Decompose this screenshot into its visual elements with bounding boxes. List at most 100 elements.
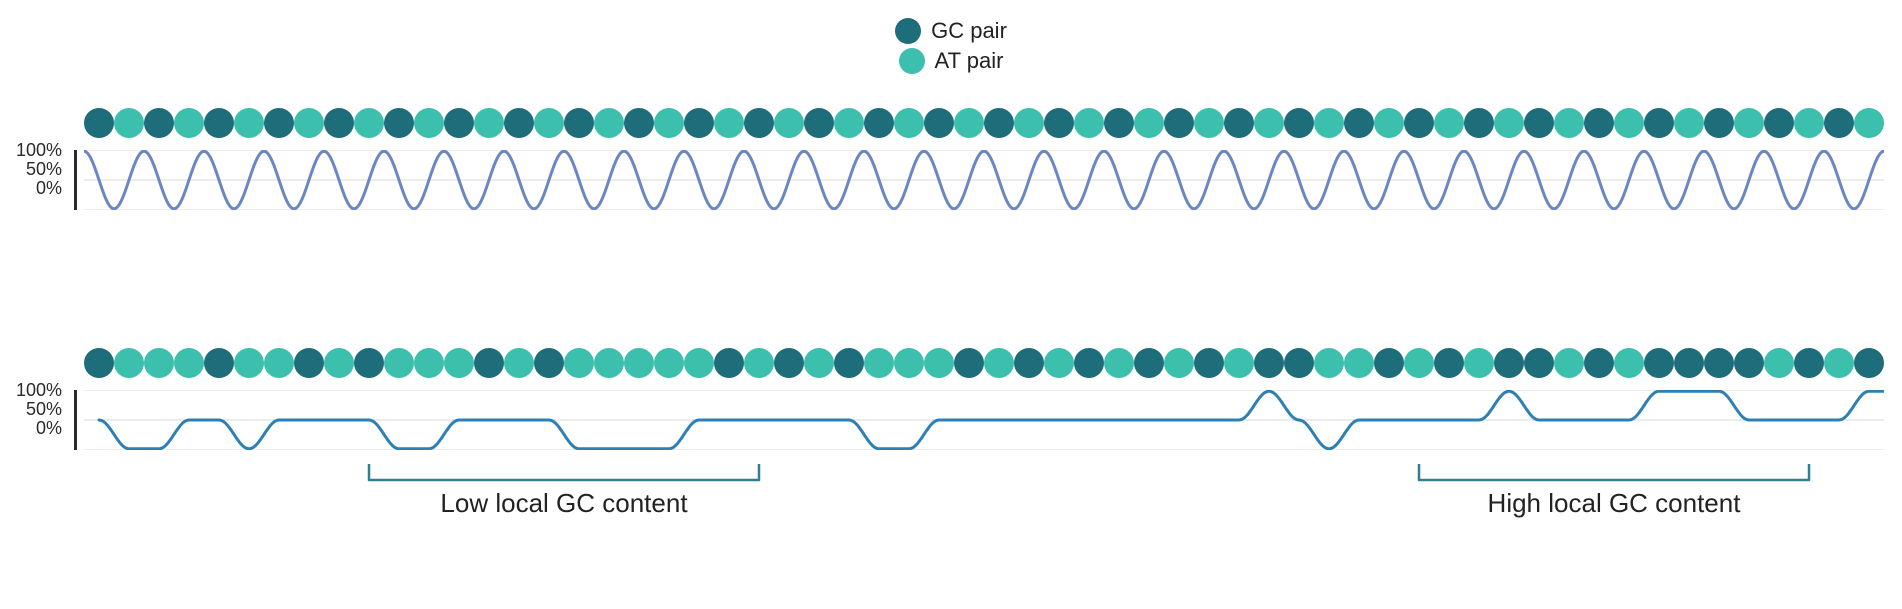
gc-pair-dot xyxy=(1404,108,1434,138)
gc-pair-dot xyxy=(1224,108,1254,138)
at-pair-dot xyxy=(1194,108,1224,138)
at-pair-dot xyxy=(1614,108,1644,138)
gc-pair-dot xyxy=(534,348,564,378)
gc-pair-dot xyxy=(1434,348,1464,378)
gc-pair-dot xyxy=(1374,348,1404,378)
at-pair-dot xyxy=(294,108,324,138)
at-pair-dot xyxy=(234,108,264,138)
gc-pair-dot xyxy=(444,108,474,138)
gc-pair-dot xyxy=(714,348,744,378)
at-pair-dot xyxy=(804,348,834,378)
gc-pair-dot xyxy=(834,348,864,378)
at-pair-dot xyxy=(1104,348,1134,378)
at-pair-dot xyxy=(1434,108,1464,138)
gc-pair-dot xyxy=(504,108,534,138)
at-pair-dot xyxy=(144,348,174,378)
gc-pair-dot xyxy=(84,108,114,138)
at-pair-dot xyxy=(1314,108,1344,138)
gc-pair-dot xyxy=(1464,108,1494,138)
at-pair-dot xyxy=(654,348,684,378)
gc-pair-dot xyxy=(1584,108,1614,138)
gc-pair-dot xyxy=(1164,108,1194,138)
gc-pair-dot xyxy=(294,348,324,378)
at-pair-dot xyxy=(1044,348,1074,378)
at-pair-dot xyxy=(744,348,774,378)
gc-pair-dot xyxy=(1134,348,1164,378)
gc-pair-dot xyxy=(1494,348,1524,378)
at-pair-dot xyxy=(594,348,624,378)
gc-pair-dot xyxy=(384,108,414,138)
at-pair-dot xyxy=(1614,348,1644,378)
gc-pair-dot xyxy=(264,108,294,138)
at-pair-dot xyxy=(954,108,984,138)
gc-pair-dot xyxy=(204,108,234,138)
at-pair-dot xyxy=(894,108,924,138)
at-pair-dot xyxy=(1554,348,1584,378)
at-pair-dot xyxy=(864,348,894,378)
gc-pair-dot xyxy=(1734,348,1764,378)
gc-region-annotation: Low local GC content xyxy=(364,488,764,519)
gc-pair-dot xyxy=(1854,348,1884,378)
legend-dot-at xyxy=(899,48,925,74)
gc-pair-dot xyxy=(1104,108,1134,138)
gc-pair-dot xyxy=(954,348,984,378)
gc-pair-dot xyxy=(144,108,174,138)
bp-dot-row-bottom xyxy=(84,348,1884,378)
gc-pair-dot xyxy=(924,108,954,138)
at-pair-dot xyxy=(1734,108,1764,138)
gc-region-annotation: High local GC content xyxy=(1414,488,1814,519)
gc-pair-dot xyxy=(1674,348,1704,378)
gc-pair-dot xyxy=(1704,108,1734,138)
at-pair-dot xyxy=(1494,108,1524,138)
legend-label-gc: GC pair xyxy=(931,18,1007,44)
at-pair-dot xyxy=(1764,348,1794,378)
y-axis-labels-bottom: 100%50%0% xyxy=(2,381,62,438)
axis-tick-label: 100% xyxy=(2,141,62,160)
gc-pair-dot xyxy=(1284,108,1314,138)
gc-pair-dot xyxy=(864,108,894,138)
at-pair-dot xyxy=(1674,108,1704,138)
gc-pair-dot xyxy=(1794,348,1824,378)
figure-stage: GC pair AT pair 100%50%0% 100%50%0% Low … xyxy=(0,0,1902,609)
at-pair-dot xyxy=(534,108,564,138)
gc-pair-dot xyxy=(1074,348,1104,378)
gc-pair-dot xyxy=(1524,348,1554,378)
gc-pair-dot xyxy=(324,108,354,138)
legend: GC pair AT pair xyxy=(0,18,1902,74)
at-pair-dot xyxy=(1824,348,1854,378)
at-pair-dot xyxy=(894,348,924,378)
gc-pair-dot xyxy=(774,348,804,378)
at-pair-dot xyxy=(384,348,414,378)
gc-content-chart-bottom xyxy=(84,390,1884,450)
legend-dot-gc xyxy=(895,18,921,44)
at-pair-dot xyxy=(414,348,444,378)
at-pair-dot xyxy=(114,348,144,378)
gc-pair-dot xyxy=(624,108,654,138)
gc-pair-dot xyxy=(1644,348,1674,378)
at-pair-dot xyxy=(174,108,204,138)
at-pair-dot xyxy=(474,108,504,138)
gc-pair-dot xyxy=(1254,348,1284,378)
gc-pair-dot xyxy=(1644,108,1674,138)
y-axis-labels-top: 100%50%0% xyxy=(2,141,62,198)
at-pair-dot xyxy=(1464,348,1494,378)
at-pair-dot xyxy=(1794,108,1824,138)
legend-label-at: AT pair xyxy=(935,48,1004,74)
at-pair-dot xyxy=(564,348,594,378)
at-pair-dot xyxy=(1254,108,1284,138)
legend-item-at: AT pair xyxy=(899,48,1004,74)
gc-pair-dot xyxy=(1704,348,1734,378)
y-axis-line-bottom xyxy=(74,390,77,450)
axis-tick-label: 0% xyxy=(2,419,62,438)
gc-content-chart-top xyxy=(84,150,1884,210)
gc-pair-dot xyxy=(1284,348,1314,378)
gc-pair-dot xyxy=(1524,108,1554,138)
at-pair-dot xyxy=(654,108,684,138)
at-pair-dot xyxy=(264,348,294,378)
axis-tick-label: 0% xyxy=(2,179,62,198)
at-pair-dot xyxy=(714,108,744,138)
at-pair-dot xyxy=(1314,348,1344,378)
at-pair-dot xyxy=(234,348,264,378)
at-pair-dot xyxy=(504,348,534,378)
at-pair-dot xyxy=(774,108,804,138)
